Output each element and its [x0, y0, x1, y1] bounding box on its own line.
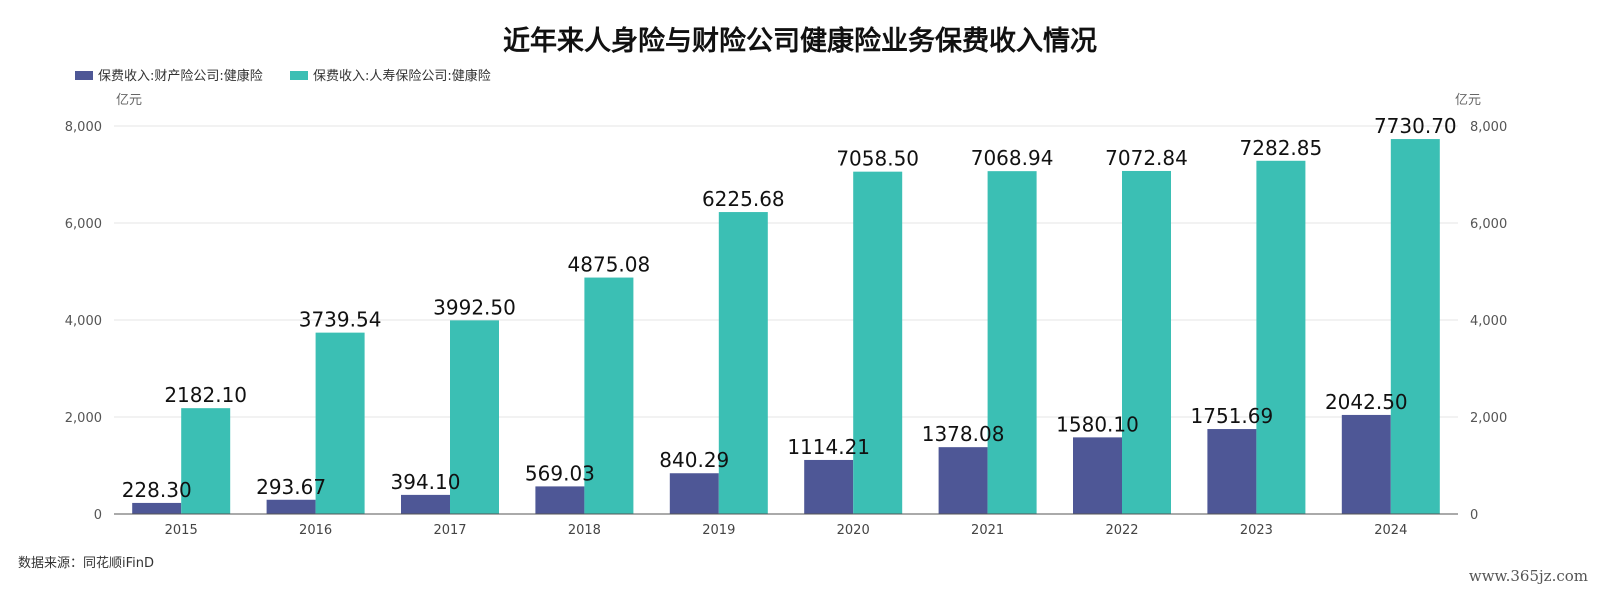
- bar-property-2016[interactable]: [266, 499, 316, 514]
- value-label-life-2023: 7282.85: [1240, 136, 1323, 160]
- bar-life-2019[interactable]: [718, 212, 768, 515]
- x-tick-label: 2023: [1240, 523, 1273, 538]
- bar-property-2021[interactable]: [938, 447, 988, 514]
- value-label-life-2018: 4875.08: [568, 253, 651, 277]
- y-tick-label-right: 0: [1470, 508, 1478, 523]
- y-tick-label-left: 8,000: [65, 120, 102, 135]
- legend-item-life[interactable]: 保费收入:人寿保险公司:健康险: [290, 68, 491, 84]
- bar-property-2023[interactable]: [1207, 429, 1257, 514]
- value-label-life-2019: 6225.68: [702, 187, 785, 211]
- legend: 保费收入:财产险公司:健康险 保费收入:人寿保险公司:健康险: [75, 68, 491, 84]
- x-tick-label: 2017: [433, 523, 466, 538]
- x-tick-label: 2018: [568, 523, 601, 538]
- y-tick-label-left: 2,000: [65, 411, 102, 426]
- bar-property-2020[interactable]: [804, 459, 854, 514]
- x-tick-label: 2024: [1374, 523, 1407, 538]
- legend-swatch-property: [75, 71, 93, 80]
- legend-item-property[interactable]: 保费收入:财产险公司:健康险: [75, 68, 263, 84]
- watermark: www.365jz.com: [1469, 567, 1588, 585]
- bar-life-2021[interactable]: [987, 171, 1037, 514]
- value-label-property-2019: 840.29: [659, 448, 729, 472]
- chart-title: 近年来人身险与财险公司健康险业务保费收入情况: [503, 25, 1097, 57]
- value-label-property-2018: 569.03: [525, 461, 595, 485]
- bar-life-2020[interactable]: [853, 171, 903, 514]
- x-tick-label: 2021: [971, 523, 1004, 538]
- value-label-property-2015: 228.30: [122, 478, 192, 502]
- value-label-property-2021: 1378.08: [922, 422, 1005, 446]
- legend-swatch-life: [290, 71, 308, 80]
- y-axis-unit-right: 亿元: [1455, 93, 1481, 108]
- value-label-life-2016: 3739.54: [299, 308, 382, 332]
- y-tick-label-left: 4,000: [65, 314, 102, 329]
- x-tick-label: 2016: [299, 523, 332, 538]
- bar-life-2017[interactable]: [450, 320, 499, 514]
- y-axis-unit-left: 亿元: [116, 93, 142, 108]
- bar-life-2022[interactable]: [1122, 170, 1171, 514]
- value-label-life-2022: 7072.84: [1105, 146, 1188, 170]
- legend-label-life: 保费收入:人寿保险公司:健康险: [313, 68, 491, 84]
- value-label-life-2024: 7730.70: [1374, 114, 1457, 138]
- x-tick-label: 2015: [165, 523, 198, 538]
- value-labels: 228.30 2182.10 293.67 3739.54 394.10 3992.50 5…: [122, 114, 1457, 502]
- value-label-property-2017: 394.10: [391, 470, 461, 494]
- bars: [132, 139, 1440, 515]
- bar-property-2024[interactable]: [1341, 414, 1391, 514]
- value-label-life-2017: 3992.50: [433, 295, 516, 319]
- y-tick-label-right: 8,000: [1470, 120, 1507, 135]
- x-tick-label: 2019: [702, 523, 735, 538]
- bar-property-2019[interactable]: [669, 473, 719, 514]
- value-label-life-2020: 7058.50: [836, 147, 919, 171]
- bar-property-2018[interactable]: [535, 486, 585, 514]
- y-tick-label-left: 0: [94, 508, 102, 523]
- bar-property-2015[interactable]: [132, 502, 182, 514]
- y-tick-label-left: 6,000: [65, 217, 102, 232]
- value-label-property-2020: 1114.21: [787, 435, 870, 459]
- value-label-property-2016: 293.67: [256, 475, 326, 499]
- gridlines: [114, 125, 1458, 418]
- bar-property-2017[interactable]: [401, 494, 450, 514]
- x-tick-label: 2020: [837, 523, 870, 538]
- source-note: 数据来源：同花顺iFinD: [18, 555, 154, 571]
- bar-life-2023[interactable]: [1256, 160, 1306, 514]
- y-tick-label-right: 4,000: [1470, 314, 1507, 329]
- value-label-life-2021: 7068.94: [971, 146, 1054, 170]
- legend-label-property: 保费收入:财产险公司:健康险: [98, 68, 263, 84]
- y-tick-label-right: 2,000: [1470, 411, 1507, 426]
- bar-life-2015[interactable]: [181, 408, 231, 514]
- value-label-property-2024: 2042.50: [1325, 390, 1408, 414]
- bar-life-2018[interactable]: [584, 277, 634, 514]
- value-label-life-2015: 2182.10: [164, 383, 247, 407]
- y-tick-label-right: 6,000: [1470, 217, 1507, 232]
- x-axis: 2015 2016 2017 2018 2019 2020 2021 2022 2023 2024: [114, 513, 1458, 538]
- y-axis-left: 0 2,000 4,000 6,000 8,000: [65, 120, 102, 523]
- x-tick-label: 2022: [1105, 523, 1138, 538]
- value-label-property-2022: 1580.10: [1056, 412, 1139, 436]
- y-axis-right: 0 2,000 4,000 6,000 8,000: [1470, 120, 1507, 523]
- value-label-property-2023: 1751.69: [1191, 404, 1274, 428]
- bar-property-2022[interactable]: [1073, 437, 1122, 514]
- bar-life-2024[interactable]: [1390, 139, 1440, 515]
- bar-life-2016[interactable]: [315, 332, 365, 514]
